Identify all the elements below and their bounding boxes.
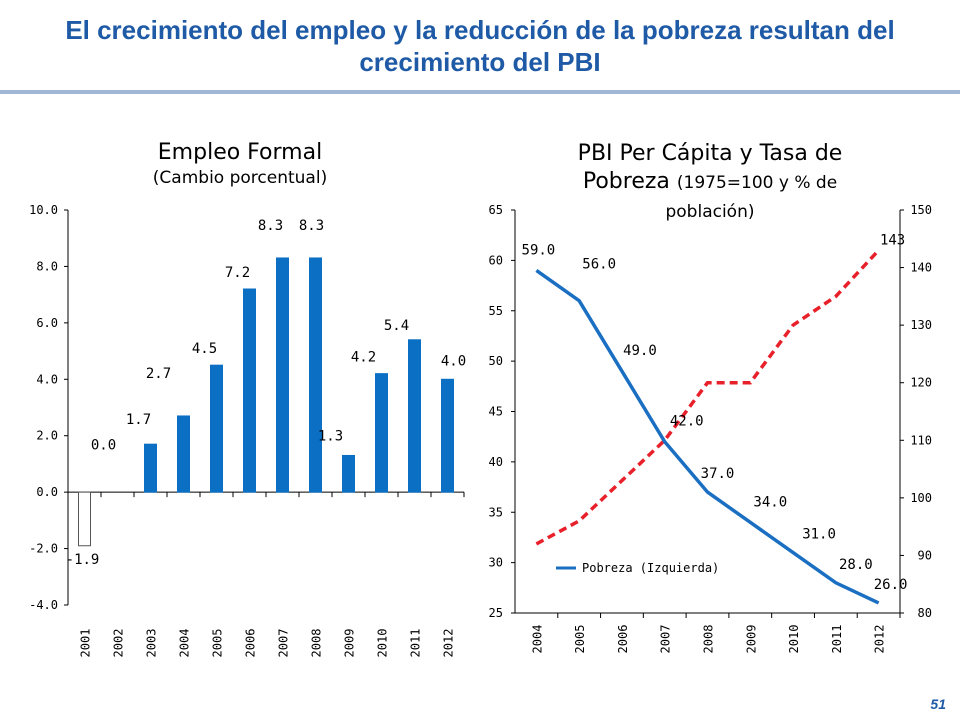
- chart1-x-tick-label: 2005: [211, 629, 225, 658]
- chart2-pobreza-data-label: 49.0: [623, 343, 657, 359]
- chart2-left-tick-label: 30: [489, 556, 503, 570]
- chart1-subtitle: (Cambio porcentual): [152, 168, 328, 188]
- chart2-left-tick-label: 35: [489, 505, 503, 519]
- chart1-bar: [342, 454, 355, 493]
- chart1-data-label: 8.3: [299, 218, 324, 234]
- chart2-right-tick-label: 80: [918, 606, 932, 620]
- chart1-x-tick-label: 2007: [277, 629, 291, 658]
- chart1-bar: [408, 339, 421, 493]
- chart1-bar: [78, 491, 91, 547]
- chart2-series-pbi-line: [535, 249, 880, 546]
- chart1-x-tick-label: 2011: [409, 629, 423, 658]
- chart1-y-tick-label: 4.0: [36, 372, 58, 386]
- chart1-data-label: 7.2: [225, 265, 250, 281]
- chart2-left-tick-label: 60: [489, 253, 503, 267]
- chart1-bar: [375, 373, 388, 493]
- chart1-x-tick-label: 2002: [112, 629, 126, 658]
- chart2-left-tick-label: 45: [489, 405, 503, 419]
- chart1-x-tick-label: 2001: [79, 629, 93, 658]
- chart2-series-pobreza-line: [535, 269, 880, 605]
- chart2-pbi-data-label: 143: [880, 232, 905, 248]
- chart1-bar: [144, 443, 157, 493]
- chart2-x-tick-label: 2006: [616, 625, 630, 654]
- chart1-bar: [309, 257, 322, 493]
- chart2-pobreza-data-label: 28.0: [839, 557, 873, 573]
- chart2-pobreza-data-label: 56.0: [582, 257, 616, 273]
- chart1-y-tick-label: 2.0: [36, 429, 58, 443]
- chart1-bar: [441, 378, 454, 493]
- chart1-data-label: 1.3: [318, 428, 343, 444]
- chart1-bar: [243, 288, 256, 493]
- chart2-left-tick-label: 50: [489, 354, 503, 368]
- chart2-right-tick-label: 130: [910, 318, 932, 332]
- chart1-y-tick-label: 8.0: [36, 259, 58, 273]
- chart1-y-tick-label: 6.0: [36, 316, 58, 330]
- chart2-left-tick-label: 65: [489, 203, 503, 217]
- chart1-data-label: 8.3: [258, 218, 283, 234]
- title-divider: [0, 90, 960, 94]
- chart2-pobreza-data-label: 37.0: [701, 466, 735, 482]
- chart1-bar: [210, 364, 223, 493]
- chart1-y-tick-label: 10.0: [29, 203, 58, 217]
- chart1-title: Empleo Formal: [157, 140, 323, 165]
- chart1-data-label: 4.2: [351, 350, 376, 366]
- chart2-right-tick-label: 140: [910, 261, 932, 275]
- chart2-title: PBI Per Cápita y Tasa de Pobreza: [577, 141, 843, 194]
- chart2-right-tick-label: 150: [910, 203, 932, 217]
- chart2-x-tick-label: 2010: [787, 625, 801, 654]
- chart2-x-tick-label: 2009: [744, 625, 758, 654]
- slide-title: El crecimiento del empleo y la reducción…: [65, 15, 895, 77]
- chart1-x-tick-label: 2004: [178, 629, 192, 658]
- chart1-x-tick-label: 2010: [376, 629, 390, 658]
- chart1-data-label: 2.7: [146, 366, 171, 382]
- chart2-x-tick-label: 2012: [873, 625, 887, 654]
- chart1-bar: [276, 257, 289, 493]
- chart1-data-label: 5.4: [384, 318, 409, 334]
- chart1-data-label: 4.5: [192, 341, 217, 357]
- chart2-right-tick-label: 90: [918, 548, 932, 562]
- chart1-data-label: 1.7: [126, 412, 151, 428]
- chart2-left-tick-label: 25: [489, 606, 503, 620]
- chart1-x-tick-label: 2009: [343, 629, 357, 658]
- chart1-y-tick-label: 0.0: [36, 485, 58, 499]
- chart1-y-tick-label: -2.0: [29, 542, 58, 556]
- slide-number: 51: [930, 696, 946, 712]
- chart2-legend-label: Pobreza (Izquierda): [582, 561, 719, 575]
- chart2-left-tick-label: 55: [489, 304, 503, 318]
- chart1-x-tick-label: 2012: [442, 629, 456, 658]
- chart2-title-block: PBI Per Cápita y Tasa de Pobreza (1975=1…: [540, 140, 880, 226]
- chart2-pobreza-data-label: 31.0: [802, 527, 836, 543]
- chart2-x-tick-label: 2008: [702, 625, 716, 654]
- chart1-bar: [177, 415, 190, 493]
- chart1-y-tick-label: -4.0: [29, 598, 58, 612]
- chart2-left-tick-label: 40: [489, 455, 503, 469]
- chart1-x-tick-label: 2006: [244, 629, 258, 658]
- chart2-pobreza-data-label: 26.0: [874, 577, 908, 593]
- chart1-x-tick-label: 2003: [145, 629, 159, 658]
- chart2-pobreza-data-label: 34.0: [753, 494, 787, 510]
- chart2-right-tick-label: 100: [910, 491, 932, 505]
- chart2-pobreza-data-label: 59.0: [522, 242, 556, 258]
- chart1-data-label: -1.9: [66, 552, 100, 568]
- chart2-right-tick-label: 110: [910, 433, 932, 447]
- chart1-data-label: 4.0: [441, 353, 466, 369]
- chart2-right-tick-label: 120: [910, 376, 932, 390]
- chart2-x-tick-label: 2011: [830, 625, 844, 654]
- chart2-x-tick-label: 2004: [530, 625, 544, 654]
- chart2-pobreza-data-label: 42.0: [670, 414, 704, 430]
- chart1-data-label: 0.0: [91, 438, 116, 454]
- chart2-title-note: (1975=100 y % de población): [665, 173, 838, 222]
- chart2-x-tick-label: 2005: [573, 625, 587, 654]
- chart2-x-tick-label: 2007: [659, 625, 673, 654]
- chart1-x-tick-label: 2008: [310, 629, 324, 658]
